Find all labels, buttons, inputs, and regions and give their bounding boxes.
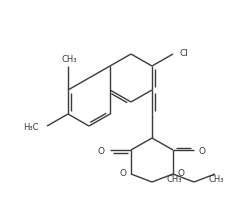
Text: CH₃: CH₃ xyxy=(166,175,182,184)
Text: O: O xyxy=(98,146,105,155)
Text: O: O xyxy=(119,169,126,178)
Text: O: O xyxy=(178,169,185,178)
Text: Cl: Cl xyxy=(180,49,189,58)
Text: CH₃: CH₃ xyxy=(61,55,77,64)
Text: CH₃: CH₃ xyxy=(208,175,224,184)
Text: O: O xyxy=(199,146,206,155)
Text: H₃C: H₃C xyxy=(24,122,39,131)
